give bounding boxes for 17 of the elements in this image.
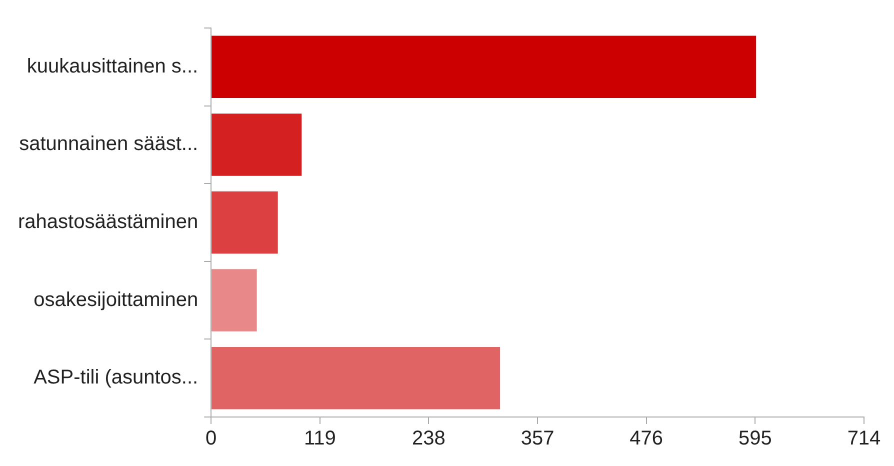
bar bbox=[212, 36, 756, 98]
bar bbox=[212, 114, 302, 176]
bar bbox=[212, 346, 500, 410]
y-tick-label: rahastosäästäminen bbox=[18, 211, 198, 234]
y-tick-label: satunnainen sääst... bbox=[19, 133, 198, 156]
x-tick-label: 238 bbox=[412, 428, 446, 450]
y-tick-label: osakesijoittaminen bbox=[34, 288, 198, 311]
y-tick-label: kuukausittainen s... bbox=[26, 55, 198, 78]
x-tick-label: 595 bbox=[738, 428, 772, 450]
x-tick-label: 714 bbox=[847, 428, 881, 450]
x-tick-label: 476 bbox=[630, 428, 664, 450]
x-tick-label: 0 bbox=[206, 428, 217, 450]
x-tick-label: 119 bbox=[304, 428, 336, 450]
x-tick-label: 357 bbox=[520, 428, 554, 450]
bar bbox=[212, 269, 257, 332]
y-tick-label: ASP-tili (asuntos... bbox=[34, 366, 198, 389]
bar bbox=[212, 191, 278, 254]
